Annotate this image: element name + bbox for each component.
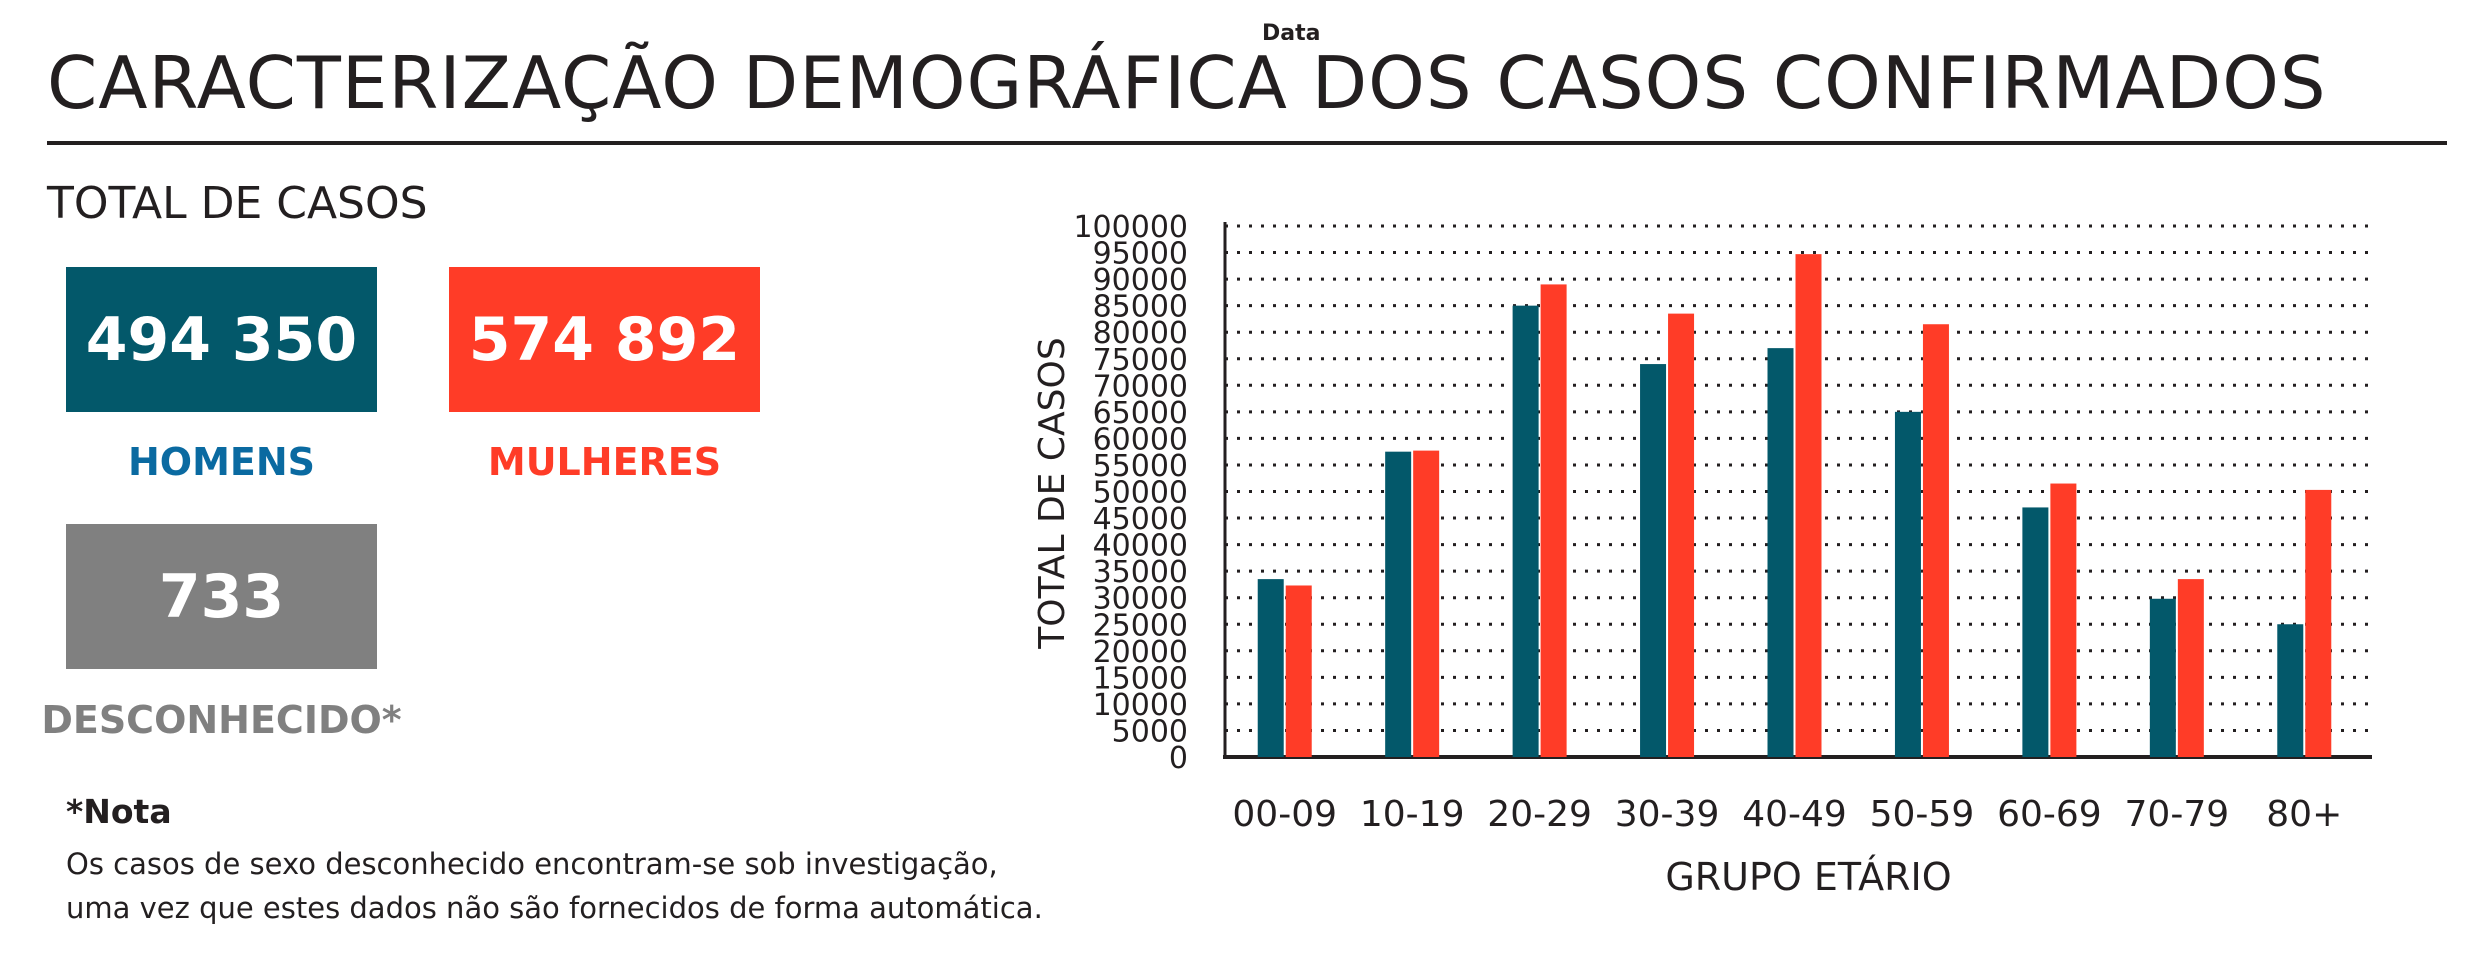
bar-homens xyxy=(1767,348,1794,757)
bar-homens xyxy=(2277,624,2304,757)
y-tick-label: 70000 xyxy=(1093,369,1188,404)
x-tick-label: 30-39 xyxy=(1615,794,1720,835)
y-tick-label: 5000 xyxy=(1112,714,1188,749)
bar-homens xyxy=(1257,579,1284,757)
y-tick-label: 40000 xyxy=(1093,529,1188,564)
title-divider xyxy=(47,141,2447,145)
y-tick-label: 85000 xyxy=(1093,290,1188,325)
y-tick-label: 60000 xyxy=(1093,422,1188,457)
x-tick-label: 80+ xyxy=(2266,794,2342,835)
y-tick-label: 80000 xyxy=(1093,316,1188,351)
top-tag: Data xyxy=(1262,22,1321,40)
bar-homens xyxy=(2022,507,2049,757)
y-tick-label: 0 xyxy=(1169,741,1188,776)
women-total-box: 574 892 xyxy=(449,267,760,412)
y-tick-label: 20000 xyxy=(1093,635,1188,670)
y-tick-label: 30000 xyxy=(1093,582,1188,617)
bar-mulheres xyxy=(2305,489,2332,757)
page-title: CARACTERIZAÇÃO DEMOGRÁFICA DOS CASOS CON… xyxy=(47,41,2327,125)
bar-mulheres xyxy=(2177,579,2204,757)
men-label: HOMENS xyxy=(127,440,316,484)
bar-homens xyxy=(1640,364,1667,757)
x-axis-title: GRUPO ETÁRIO xyxy=(1665,855,1951,899)
men-total-box: 494 350 xyxy=(66,267,377,412)
bar-mulheres xyxy=(1285,585,1312,757)
x-tick-label: 20-29 xyxy=(1487,794,1592,835)
x-tick-label: 70-79 xyxy=(2125,794,2230,835)
x-tick-label: 50-59 xyxy=(1870,794,1975,835)
note-title: *Nota xyxy=(66,792,172,831)
bar-mulheres xyxy=(1922,324,1949,757)
bar-homens xyxy=(1512,305,1539,757)
unknown-label: DESCONHECIDO* xyxy=(41,698,402,742)
y-tick-label: 10000 xyxy=(1093,688,1188,723)
unknown-total-box: 733 xyxy=(66,524,377,669)
bar-mulheres xyxy=(1795,254,1822,757)
note-line-2: uma vez que estes dados não são fornecid… xyxy=(66,891,1043,925)
bar-homens xyxy=(1894,411,1921,757)
bar-homens xyxy=(2149,598,2176,757)
y-tick-label: 75000 xyxy=(1093,343,1188,378)
y-tick-label: 90000 xyxy=(1093,263,1188,298)
bar-mulheres xyxy=(1413,450,1440,757)
bar-homens xyxy=(1385,451,1412,757)
bar-mulheres xyxy=(2050,483,2077,757)
total-cases-label: TOTAL DE CASOS xyxy=(47,178,428,229)
y-tick-label: 50000 xyxy=(1093,476,1188,511)
bar-mulheres xyxy=(1668,313,1695,757)
women-total-value: 574 892 xyxy=(468,304,741,375)
y-tick-label: 15000 xyxy=(1093,661,1188,696)
y-tick-label: 45000 xyxy=(1093,502,1188,537)
men-total-value: 494 350 xyxy=(85,304,358,375)
x-tick-label: 00-09 xyxy=(1232,794,1337,835)
y-tick-label: 65000 xyxy=(1093,396,1188,431)
y-axis-title: TOTAL DE CASOS xyxy=(1032,337,1073,649)
women-label: MULHERES xyxy=(487,440,722,484)
y-tick-label: 55000 xyxy=(1093,449,1188,484)
x-tick-label: 10-19 xyxy=(1360,794,1465,835)
y-tick-label: 95000 xyxy=(1093,237,1188,272)
unknown-total-value: 733 xyxy=(158,561,285,632)
x-tick-label: 40-49 xyxy=(1742,794,1847,835)
y-tick-label: 35000 xyxy=(1093,555,1188,590)
y-tick-label: 25000 xyxy=(1093,608,1188,643)
note-line-1: Os casos de sexo desconhecido encontram-… xyxy=(66,847,998,881)
bar-mulheres xyxy=(1540,284,1567,757)
y-tick-label: 100000 xyxy=(1073,210,1188,245)
x-tick-label: 60-69 xyxy=(1997,794,2102,835)
